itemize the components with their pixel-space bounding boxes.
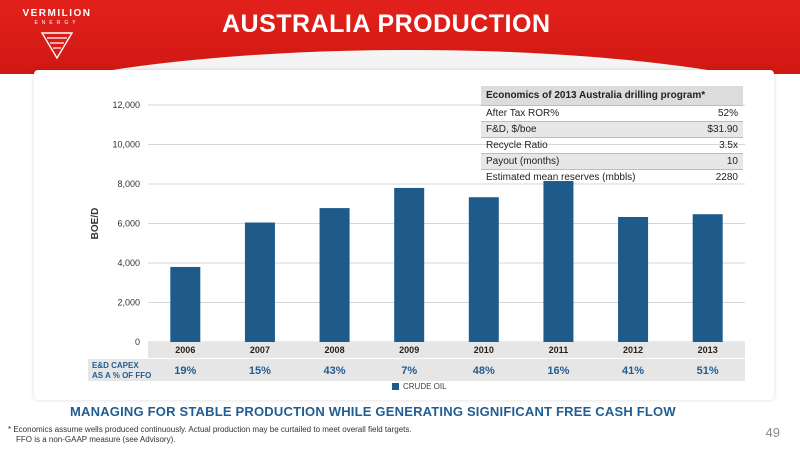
bar-2012 bbox=[618, 216, 649, 342]
economics-label: After Tax ROR% bbox=[486, 108, 560, 119]
footnote-line-1: * Economics assume wells produced contin… bbox=[8, 425, 412, 434]
y-tick-label: 6,000 bbox=[117, 219, 140, 229]
capex-value: 43% bbox=[324, 365, 346, 377]
capex-value: 19% bbox=[174, 365, 196, 377]
x-tick-label: 2012 bbox=[623, 345, 643, 355]
legend-label: CRUDE OIL bbox=[403, 382, 447, 391]
y-tick-label: 8,000 bbox=[117, 179, 140, 189]
economics-label: Recycle Ratio bbox=[486, 140, 548, 151]
x-tick-label: 2007 bbox=[250, 345, 270, 355]
economics-table: Economics of 2013 Australia drilling pro… bbox=[481, 86, 743, 185]
economics-value: 10 bbox=[726, 156, 738, 167]
x-axis-band bbox=[148, 342, 745, 358]
economics-value: 3.5x bbox=[719, 140, 738, 151]
capex-value: 51% bbox=[697, 365, 719, 377]
capex-label-line-2: AS A % OF FFO bbox=[92, 371, 151, 380]
x-tick-label: 2006 bbox=[175, 345, 195, 355]
bar-2008 bbox=[319, 208, 350, 342]
x-tick-label: 2013 bbox=[698, 345, 718, 355]
logo-name: VERMILION bbox=[22, 8, 92, 19]
economics-title: Economics of 2013 Australia drilling pro… bbox=[481, 86, 743, 105]
x-tick-label: 2009 bbox=[399, 345, 419, 355]
bar-2006 bbox=[170, 266, 201, 342]
y-tick-label: 12,000 bbox=[112, 100, 140, 110]
logo-emblem-icon bbox=[40, 32, 74, 60]
footnote: * Economics assume wells produced contin… bbox=[8, 425, 412, 445]
y-tick-label: 0 bbox=[135, 337, 140, 347]
capex-value: 7% bbox=[401, 365, 417, 377]
capex-label-line-1: E&D CAPEX bbox=[92, 361, 139, 370]
economics-label: Payout (months) bbox=[486, 156, 560, 167]
economics-label: Estimated mean reserves (mbbls) bbox=[486, 172, 636, 183]
economics-label: F&D, $/boe bbox=[486, 124, 537, 135]
x-tick-label: 2008 bbox=[325, 345, 345, 355]
logo-subtitle: ENERGY bbox=[34, 20, 80, 26]
economics-row: After Tax ROR% 52% bbox=[481, 105, 743, 121]
x-tick-label: 2011 bbox=[549, 345, 569, 355]
y-tick-label: 2,000 bbox=[117, 298, 140, 308]
bar-2010 bbox=[468, 197, 499, 342]
economics-row: Payout (months) 10 bbox=[481, 153, 743, 169]
capex-value: 16% bbox=[547, 365, 569, 377]
y-tick-label: 10,000 bbox=[112, 140, 140, 150]
capex-band bbox=[88, 359, 745, 381]
economics-value: $31.90 bbox=[707, 124, 738, 135]
y-axis-label: BOE/D bbox=[90, 208, 101, 240]
bar-2007 bbox=[244, 222, 275, 342]
capex-value: 41% bbox=[622, 365, 644, 377]
legend-swatch bbox=[392, 383, 399, 390]
production-chart: 0 2,000 4,000 6,000 8,000 10,000 12,000 BOE/D E&… bbox=[88, 100, 745, 381]
economics-row: F&D, $/boe $31.90 bbox=[481, 121, 743, 137]
footnote-line-2: FFO is a non-GAAP measure (see Advisory)… bbox=[16, 435, 176, 444]
capex-value: 48% bbox=[473, 365, 495, 377]
chart-legend: CRUDE OIL bbox=[392, 382, 447, 391]
bar-2013 bbox=[692, 214, 723, 342]
bar-2009 bbox=[394, 187, 425, 342]
header-banner: VERMILION ENERGY AUSTRALIA PRODUCTION bbox=[0, 0, 800, 74]
y-tick-label: 4,000 bbox=[117, 258, 140, 268]
page-title: AUSTRALIA PRODUCTION bbox=[222, 10, 551, 38]
economics-value: 2280 bbox=[715, 172, 738, 183]
page-number: 49 bbox=[765, 425, 780, 440]
capex-value: 15% bbox=[249, 365, 271, 377]
economics-row: Estimated mean reserves (mbbls) 2280 bbox=[481, 169, 743, 185]
bar-2011 bbox=[543, 181, 574, 342]
x-tick-label: 2010 bbox=[474, 345, 494, 355]
footer-headline: MANAGING FOR STABLE PRODUCTION WHILE GEN… bbox=[70, 404, 676, 419]
economics-row: Recycle Ratio 3.5x bbox=[481, 137, 743, 153]
economics-value: 52% bbox=[717, 108, 738, 119]
company-logo: VERMILION ENERGY bbox=[14, 8, 100, 66]
